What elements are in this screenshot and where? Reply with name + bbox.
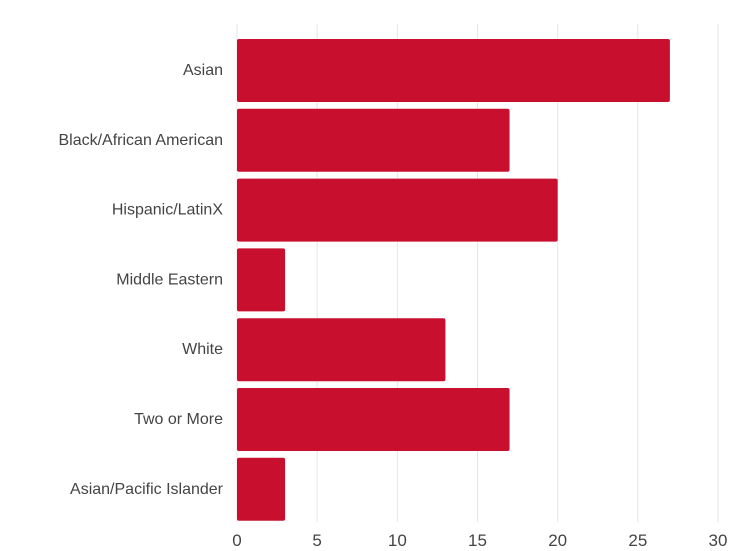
grid-lines <box>236 24 719 522</box>
category-label: Asian <box>183 62 223 79</box>
bar-asian <box>237 39 670 102</box>
x-tick-label: 15 <box>468 531 487 550</box>
x-tick-label: 25 <box>628 531 647 550</box>
bar-hispanic-latinx <box>237 178 558 242</box>
category-labels: Asian Black/African American Hispanic/Lati… <box>58 62 223 498</box>
category-label: Middle Eastern <box>116 271 223 288</box>
bars <box>237 39 670 521</box>
bar-two-or-more <box>237 388 510 451</box>
bar-white <box>237 318 446 382</box>
x-tick-label: 5 <box>312 531 321 550</box>
x-tick-label: 0 <box>232 531 241 550</box>
x-tick-label: 30 <box>709 531 728 550</box>
category-label: Two or More <box>134 411 223 428</box>
bar-asian-pacific-islander <box>237 457 286 521</box>
category-label: White <box>182 341 223 358</box>
x-axis-tick-labels: 0 5 10 15 20 25 30 <box>232 531 727 550</box>
x-tick-label: 10 <box>388 531 407 550</box>
category-label: Hispanic/LatinX <box>112 202 224 219</box>
bar-middle-eastern <box>237 248 286 312</box>
x-tick-label: 20 <box>548 531 567 550</box>
bar-black-african-american <box>237 108 510 172</box>
category-label: Asian/Pacific Islander <box>70 481 224 498</box>
category-label: Black/African American <box>58 132 223 149</box>
